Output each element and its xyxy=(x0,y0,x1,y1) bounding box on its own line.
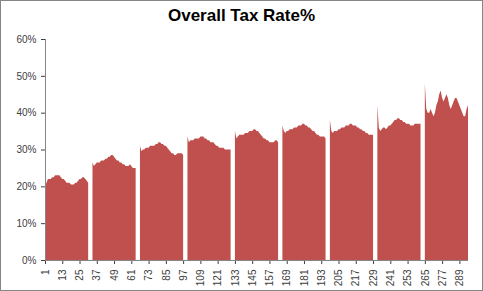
svg-text:0%: 0% xyxy=(22,255,37,266)
svg-text:277: 277 xyxy=(437,269,448,286)
svg-text:133: 133 xyxy=(230,269,241,286)
svg-text:205: 205 xyxy=(333,269,344,286)
svg-text:217: 217 xyxy=(350,269,361,286)
svg-text:73: 73 xyxy=(143,269,154,281)
svg-text:229: 229 xyxy=(368,269,379,286)
html-text:Overall Tax Rate%: Overall Tax Rate% xyxy=(168,6,315,25)
svg-text:10%: 10% xyxy=(16,218,36,229)
svg-text:169: 169 xyxy=(281,269,292,286)
svg-text:193: 193 xyxy=(316,269,327,286)
svg-text:253: 253 xyxy=(402,269,413,286)
svg-text:60%: 60% xyxy=(16,34,36,45)
svg-text:25: 25 xyxy=(74,269,85,281)
svg-text:145: 145 xyxy=(247,269,258,286)
svg-text:241: 241 xyxy=(385,269,396,286)
svg-text:13: 13 xyxy=(57,269,68,281)
svg-text:181: 181 xyxy=(299,269,310,286)
svg-text:121: 121 xyxy=(212,269,223,286)
svg-text:61: 61 xyxy=(126,269,137,281)
svg-text:20%: 20% xyxy=(16,181,36,192)
svg-text:97: 97 xyxy=(178,269,189,281)
svg-text:50%: 50% xyxy=(16,71,36,82)
svg-text:40%: 40% xyxy=(16,107,36,118)
svg-text:289: 289 xyxy=(454,269,465,286)
svg-text:1: 1 xyxy=(40,269,51,275)
svg-text:109: 109 xyxy=(195,269,206,286)
svg-text:265: 265 xyxy=(420,269,431,286)
svg-text:157: 157 xyxy=(264,269,275,286)
svg-text:85: 85 xyxy=(161,269,172,281)
svg-text:30%: 30% xyxy=(16,144,36,155)
svg-text:49: 49 xyxy=(109,269,120,281)
svg-text:37: 37 xyxy=(91,269,102,281)
